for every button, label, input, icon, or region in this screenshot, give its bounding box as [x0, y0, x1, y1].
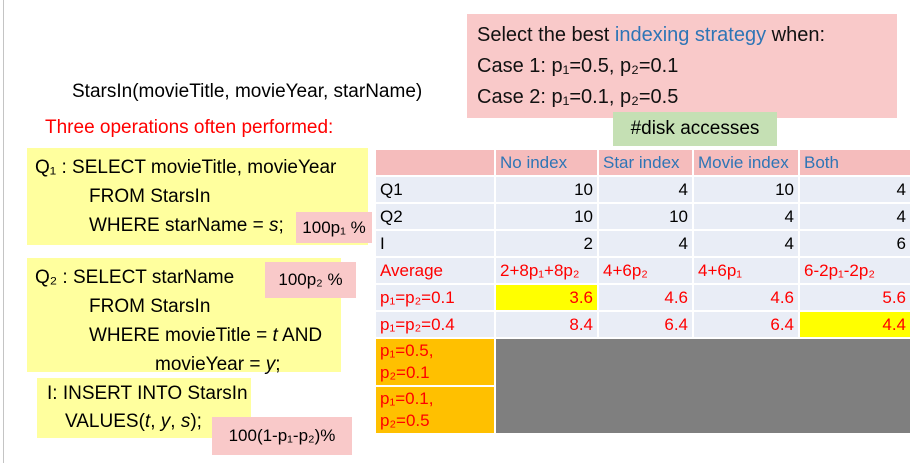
table-cell: 10 — [494, 175, 599, 204]
sql-line: I: INSERT INTO StarsIn — [37, 380, 251, 408]
disk-access-table: No index Star index Movie index Both Q1 10 4 10… — [374, 148, 912, 435]
table-cell: 4.6 — [597, 283, 694, 312]
table-wrap: No index Star index Movie index Both Q1 10 4 10… — [374, 148, 912, 435]
table-corner-cell — [374, 148, 496, 177]
sql-line: FROM StarsIn — [27, 182, 368, 211]
sql-line: Q₁ : SELECT movieTitle, movieYear — [27, 153, 368, 182]
row-label-line: I — [380, 233, 385, 253]
column-header: Both — [798, 148, 912, 177]
table-cell: 4 — [597, 175, 694, 204]
table-cell: 8.4 — [494, 310, 599, 339]
sql-variable: t — [272, 325, 278, 346]
row-label: p₁=0.5, p₂=0.1 — [374, 337, 496, 387]
table-cell: 4.6 — [692, 283, 800, 312]
statement-suffix: when: — [766, 24, 826, 46]
table-cell: 6-2p₁-2p₂ — [798, 256, 912, 285]
table-cell: 6 — [798, 229, 912, 258]
row-label: Q1 — [374, 175, 496, 204]
sql-text: VALUES( — [65, 411, 145, 432]
row-label-line: Q2 — [380, 206, 403, 226]
table-cell: 10 — [692, 175, 800, 204]
best-cost-cell: 3.6 — [494, 283, 599, 312]
relation-title: StarsIn(movieTitle, movieYear, starName) — [72, 81, 423, 102]
sql-text: AND — [277, 325, 323, 346]
sql-text: movieYear = — [155, 354, 266, 375]
row-label-line: Average — [380, 260, 444, 280]
sql-text: ; — [278, 215, 284, 236]
row-label-line: p₁=0.5, — [380, 341, 434, 360]
indexing-strategy-highlight: indexing strategy — [614, 24, 767, 46]
row-label: Average — [374, 256, 496, 285]
row-label: p₁=p₂=0.1 — [374, 283, 496, 312]
table-cell: 4 — [692, 202, 800, 231]
column-header: Star index — [597, 148, 694, 177]
sql-variable: s — [180, 411, 191, 432]
table-cell: 2 — [494, 229, 599, 258]
sql-text: WHERE starName = — [89, 215, 270, 236]
column-header: No index — [494, 148, 599, 177]
sql-line: VALUES(t, y, s); — [37, 408, 251, 436]
sql-text: Q₂ : SELECT starName — [35, 267, 235, 288]
q2-box: Q₂ : SELECT starName FROM StarsIn WHERE mo… — [27, 258, 341, 375]
table-cell: 4+6p₁ — [692, 256, 800, 285]
insert-frequency-label: 100(1-p₁-p₂)% — [212, 417, 352, 455]
sql-text: , — [150, 411, 161, 432]
sql-text: ; — [275, 354, 281, 375]
table-cell: 4 — [798, 175, 912, 204]
row-label-line: p₁=p₂=0.4 — [380, 314, 455, 334]
sql-variable: s — [269, 215, 279, 236]
q2-frequency-label: 100p₂ % — [265, 262, 356, 298]
sql-line: WHERE movieTitle = t AND — [27, 321, 341, 350]
sql-variable: y — [265, 354, 276, 375]
table-cell: 2+8p₁+8p₂ — [494, 256, 599, 285]
statement-box: Select the best indexing strategy when: … — [467, 14, 897, 118]
statement-line: Select the best indexing strategy when: — [477, 20, 897, 51]
q1-frequency-label: 100p₁ % — [296, 212, 372, 243]
case2-line: Case 2: p₁=0.1, p₂=0.5 — [477, 86, 679, 108]
sql-variable: t — [144, 411, 151, 432]
sql-line: movieYear = y; — [27, 350, 341, 379]
row-label-line: Q1 — [380, 179, 403, 199]
left-border-line — [3, 0, 4, 463]
hidden-answers-area — [494, 337, 912, 435]
row-label-line: p₂=0.1 — [380, 363, 430, 382]
table-cell: 6.4 — [692, 310, 800, 339]
row-label: I — [374, 229, 496, 258]
table-cell: 4 — [798, 202, 912, 231]
table-cell: 5.6 — [798, 283, 912, 312]
sql-text: , — [170, 411, 181, 432]
sql-line: FROM StarsIn — [27, 292, 341, 321]
row-label-line: p₂=0.5 — [380, 411, 430, 430]
table-cell: 4 — [597, 229, 694, 258]
disk-accesses-label: #disk accesses — [613, 112, 777, 146]
sql-text: ); — [190, 411, 202, 432]
sql-variable: y — [160, 411, 171, 432]
sql-line: Q₂ : SELECT starName — [27, 263, 341, 292]
case1-line: Case 1: p₁=0.5, p₂=0.1 — [477, 55, 679, 77]
sql-text: WHERE movieTitle = — [89, 325, 273, 346]
sql-text: I: INSERT INTO StarsIn — [47, 383, 248, 404]
table-cell: 6.4 — [597, 310, 694, 339]
table-cell: 10 — [494, 202, 599, 231]
sql-text: FROM StarsIn — [89, 296, 211, 317]
row-label-line: p₁=0.1, — [380, 389, 434, 408]
row-label-line: p₁=p₂=0.1 — [380, 287, 455, 307]
q1-box: Q₁ : SELECT movieTitle, movieYear FROM St… — [27, 148, 368, 245]
sql-line: WHERE starName = s; — [27, 211, 368, 240]
table-cell: 4 — [692, 229, 800, 258]
operations-heading: Three operations often performed: — [45, 117, 334, 138]
sql-text: Q₁ : SELECT movieTitle, movieYear — [35, 157, 337, 178]
insert-box: I: INSERT INTO StarsIn VALUES(t, y, s); — [37, 378, 251, 438]
table-cell: 10 — [597, 202, 694, 231]
column-header: Movie index — [692, 148, 800, 177]
row-label: p₁=0.1, p₂=0.5 — [374, 385, 496, 435]
table-cell: 4+6p₂ — [597, 256, 694, 285]
statement-prefix: Select the best — [477, 24, 615, 46]
sql-text: FROM StarsIn — [89, 186, 211, 207]
best-cost-cell: 4.4 — [798, 310, 912, 339]
row-label: Q2 — [374, 202, 496, 231]
row-label: p₁=p₂=0.4 — [374, 310, 496, 339]
